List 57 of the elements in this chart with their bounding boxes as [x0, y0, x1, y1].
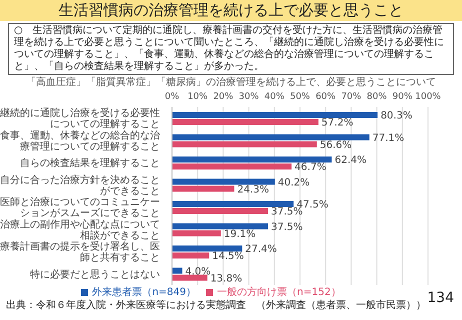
bar	[172, 252, 210, 258]
bar	[172, 134, 370, 140]
bar	[172, 178, 275, 185]
x-tick-label: 0%	[164, 92, 180, 102]
y-tick-label: 医師と治療についてのコミュニケーションがスムーズにできること	[0, 196, 160, 220]
bar	[172, 268, 182, 274]
data-label: 24.3%	[237, 184, 269, 196]
data-label: 37.5%	[271, 222, 303, 233]
y-tick-label: 自らの検査結果を理解すること	[20, 157, 160, 170]
chart-subtitle: 「高血圧症」「脂質異常症」「糖尿病」の治療管理を続ける上で、必要と思うことについて	[25, 77, 437, 89]
legend-label: 外来患者票（n=849）	[92, 287, 196, 298]
x-tick-label: 70%	[341, 92, 362, 102]
data-label: 13.8%	[210, 273, 242, 284]
data-label: 62.4%	[334, 155, 367, 166]
data-label: 14.5%	[212, 251, 244, 262]
bar	[172, 164, 292, 170]
y-tick-label: 特に必要だと思うことはない	[30, 268, 160, 280]
x-tick-label: 100%	[415, 92, 442, 102]
y-tick-label: 継続的に通院し治療を受ける必要性についての理解すること	[0, 107, 160, 130]
text: ○ 生活習慣病について定期的に通院し、療養計画書の交付を受けた方に、生活習慣病の治療管理を続ける上で必要と思うことについて聞いたところ、「継続的に通院し治療を受ける必要性についての理解すること」、「食事、運動、休養などの総合的な治療管理についての理解すること」、「自らの検査結果を理解すること」が多かった。	[8, 23, 454, 75]
bar	[172, 141, 317, 148]
bar	[172, 201, 294, 207]
x-tick-label: 60%	[316, 92, 336, 102]
x-tick-label: 20%	[213, 92, 234, 102]
y-tick-label: 自分に合った治療方針を決めることができること	[0, 174, 160, 197]
bar	[172, 112, 378, 118]
data-label: 57.2%	[321, 118, 354, 128]
data-label: 19.1%	[224, 228, 256, 240]
x-tick-label: 90%	[392, 92, 413, 102]
x-tick-label: 50%	[290, 92, 310, 102]
bar	[172, 230, 221, 236]
data-label: 80.3%	[380, 110, 412, 122]
bar	[172, 119, 318, 125]
x-tick-label: 30%	[238, 92, 260, 102]
bar	[172, 246, 242, 252]
y-tick-label: 療養計画書の提示を受け署名し、医師と共有すること	[0, 240, 160, 264]
data-label: 40.2%	[278, 177, 310, 188]
bar	[172, 186, 234, 192]
data-label: 46.7%	[294, 162, 326, 173]
y-tick-label: 治療上の副作用や心配な点について相談ができること	[0, 218, 160, 242]
chart-title: 生活習慣病の治療管理を続ける上で必要と思うこと	[0, 0, 462, 21]
data-label: 27.4%	[245, 244, 277, 255]
legend-label: 一般の方向け票（n=152）	[217, 287, 341, 298]
bar	[172, 208, 268, 214]
bar	[172, 156, 332, 162]
source-note: 出典：令和６年度入院・外来医療等における実態調査 （外来調査（患者票、一般市民票））	[6, 300, 426, 311]
bar	[172, 274, 208, 281]
y-tick-label: 食事、運動、休養などの総合的な治療管理についての理解すること	[0, 129, 160, 152]
data-label: 56.6%	[320, 140, 352, 151]
data-label: 37.5%	[271, 206, 303, 218]
x-tick-label: 80%	[366, 92, 388, 102]
data-label: 4.0%	[185, 266, 211, 278]
x-tick-label: 40%	[264, 92, 285, 102]
bar	[172, 223, 268, 230]
text: 134	[427, 290, 454, 306]
data-label: 77.1%	[372, 132, 404, 144]
x-tick-label: 10%	[188, 92, 208, 102]
